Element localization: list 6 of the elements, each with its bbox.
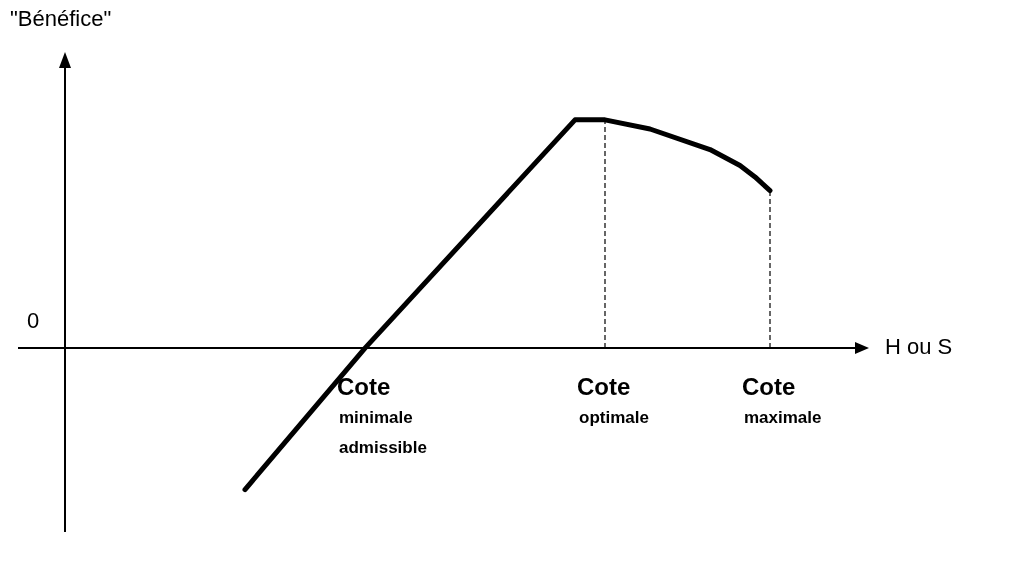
- annotation: Cote maximale: [742, 372, 822, 427]
- text: 0: [27, 308, 40, 334]
- x-axis-title: H ou S: [885, 334, 953, 360]
- annotation: Cote minimale admissible: [337, 372, 427, 457]
- annotation: Cote optimale: [577, 372, 649, 427]
- y-axis-title: "Bénéfice": [10, 6, 112, 32]
